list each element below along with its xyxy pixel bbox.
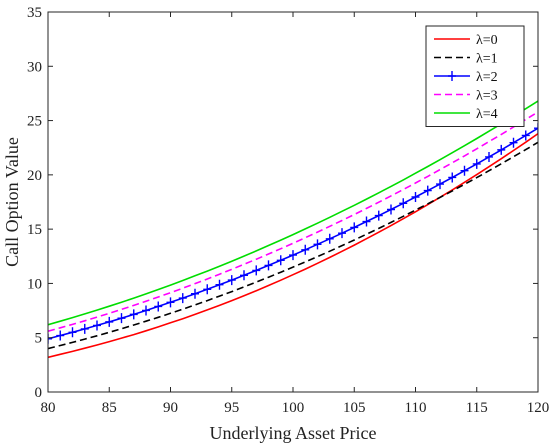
series-point-marker bbox=[252, 265, 261, 276]
series-point-marker bbox=[387, 204, 395, 215]
series-point-marker bbox=[276, 255, 285, 266]
legend-marker bbox=[448, 71, 456, 81]
x-tick-label: 80 bbox=[41, 400, 56, 416]
series-point-marker bbox=[460, 165, 469, 176]
series-point-marker bbox=[350, 222, 359, 233]
series-point-marker bbox=[203, 284, 212, 295]
tick-layer: 80 85 90 95 100 105 110 115 120 0 5 10 15 20 25 30 35 bbox=[27, 5, 549, 416]
series-point-marker bbox=[338, 228, 346, 239]
x-tick-label: 105 bbox=[343, 400, 366, 416]
series-point-marker bbox=[227, 275, 236, 286]
series-point-marker bbox=[362, 216, 371, 227]
series-point-marker bbox=[56, 330, 65, 341]
series-point-marker bbox=[105, 316, 114, 327]
series-point-marker bbox=[117, 313, 126, 324]
y-tick-label: 25 bbox=[27, 114, 42, 130]
series-line-4 bbox=[48, 100, 538, 326]
series-point-marker bbox=[142, 305, 150, 316]
y-tick-label: 15 bbox=[27, 222, 42, 238]
series-point-marker bbox=[374, 210, 383, 221]
x-tick-label: 95 bbox=[224, 400, 239, 416]
series-point-marker bbox=[191, 288, 199, 299]
legend: λ=0 λ=1 λ=2 λ=3 λ=4 bbox=[425, 25, 525, 127]
series-point-marker bbox=[154, 301, 163, 312]
y-tick-label: 5 bbox=[35, 331, 43, 347]
series-point-marker bbox=[411, 192, 420, 203]
y-tick-label: 10 bbox=[27, 276, 42, 292]
series-point-marker bbox=[301, 244, 310, 255]
legend-label-0: λ=0 bbox=[476, 33, 498, 48]
x-axis-label: Underlying Asset Price bbox=[210, 423, 377, 443]
series-point-marker bbox=[129, 309, 138, 320]
x-tick-label: 120 bbox=[527, 400, 550, 416]
y-axis-label: Call Option Value bbox=[2, 137, 22, 267]
series-point-marker bbox=[313, 239, 322, 250]
series-point-marker bbox=[178, 293, 187, 304]
series-point-marker bbox=[80, 323, 89, 334]
y-tick-label: 20 bbox=[27, 168, 42, 184]
series-point-marker bbox=[436, 179, 444, 190]
series-point-marker bbox=[215, 279, 224, 290]
series-point-marker bbox=[497, 144, 506, 155]
legend-label-4: λ=4 bbox=[476, 107, 498, 122]
series-line-1 bbox=[48, 141, 538, 350]
y-tick-label: 0 bbox=[35, 385, 43, 401]
x-tick-label: 100 bbox=[282, 400, 305, 416]
series-point-marker bbox=[289, 250, 297, 261]
legend-label-2: λ=2 bbox=[476, 70, 498, 85]
series-layer bbox=[48, 100, 538, 359]
series-point-marker bbox=[472, 158, 481, 169]
series-point-marker bbox=[264, 260, 273, 271]
legend-label-1: λ=1 bbox=[476, 52, 498, 67]
x-tick-label: 110 bbox=[405, 400, 427, 416]
y-tick-label: 35 bbox=[27, 5, 42, 21]
x-tick-label: 90 bbox=[163, 400, 178, 416]
y-tick-label: 30 bbox=[27, 59, 42, 75]
x-tick-label: 115 bbox=[466, 400, 488, 416]
series-line-0 bbox=[48, 132, 538, 359]
series-point-marker bbox=[325, 233, 334, 244]
series-point-marker bbox=[509, 137, 518, 148]
series-point-marker bbox=[240, 270, 248, 281]
series-point-marker bbox=[485, 151, 493, 162]
series-line-3 bbox=[48, 111, 538, 332]
series-point-marker bbox=[534, 123, 538, 134]
series-point-marker bbox=[399, 198, 408, 209]
legend-label-3: λ=3 bbox=[476, 89, 498, 104]
series-point-marker bbox=[521, 130, 530, 141]
series-point-marker bbox=[93, 320, 101, 331]
series-point-marker bbox=[166, 297, 175, 308]
x-tick-label: 85 bbox=[102, 400, 117, 416]
series-point-marker bbox=[448, 172, 457, 183]
series-point-marker bbox=[423, 185, 432, 196]
series-point-marker bbox=[68, 327, 77, 338]
series-point-marker bbox=[48, 333, 52, 344]
